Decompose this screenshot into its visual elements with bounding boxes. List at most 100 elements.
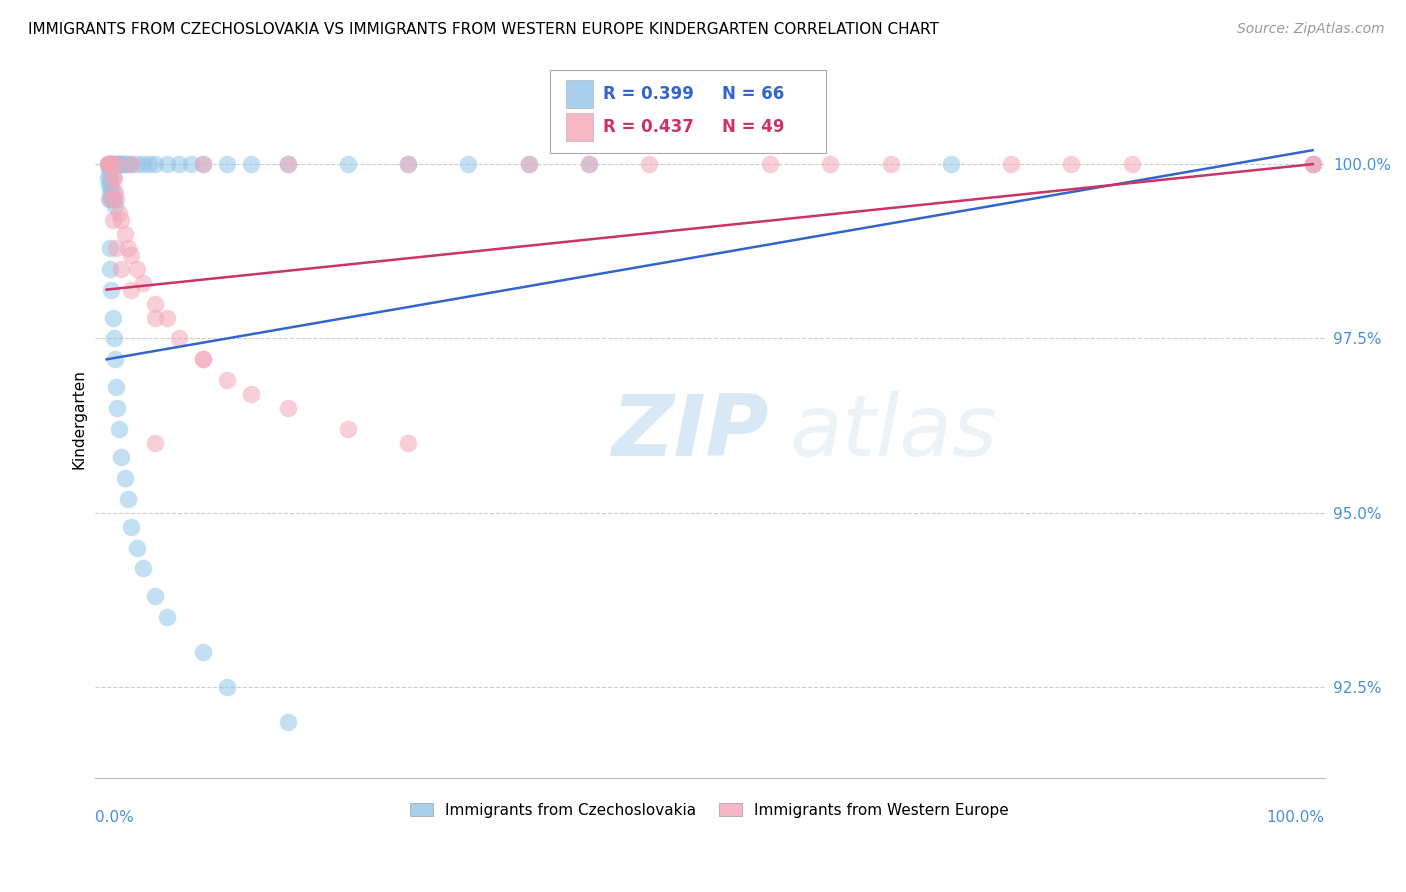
Point bbox=[107, 157, 129, 171]
Point bbox=[396, 157, 419, 171]
Point bbox=[1060, 157, 1083, 171]
Point bbox=[103, 331, 125, 345]
Point bbox=[98, 157, 121, 171]
Point bbox=[277, 714, 299, 729]
Point bbox=[98, 261, 121, 276]
Point bbox=[104, 157, 127, 171]
Point bbox=[336, 422, 359, 436]
Point bbox=[98, 157, 121, 171]
Point bbox=[167, 331, 190, 345]
Point bbox=[125, 157, 148, 171]
Point bbox=[191, 645, 214, 659]
Point bbox=[98, 164, 121, 178]
Point bbox=[132, 276, 155, 290]
Point bbox=[191, 352, 214, 367]
Text: Source: ZipAtlas.com: Source: ZipAtlas.com bbox=[1237, 22, 1385, 37]
Point bbox=[879, 157, 901, 171]
Point bbox=[108, 157, 131, 171]
Point bbox=[638, 157, 661, 171]
Point bbox=[1121, 157, 1143, 171]
Point bbox=[100, 157, 122, 171]
Point bbox=[240, 157, 263, 171]
Text: R = 0.437: R = 0.437 bbox=[603, 118, 693, 136]
Point bbox=[578, 157, 600, 171]
Point bbox=[104, 199, 127, 213]
Point bbox=[114, 157, 136, 171]
Point bbox=[98, 185, 121, 199]
Y-axis label: Kindergarten: Kindergarten bbox=[72, 368, 86, 468]
Point bbox=[114, 471, 136, 485]
Point bbox=[180, 157, 202, 171]
Point bbox=[191, 157, 214, 171]
Point bbox=[104, 185, 127, 199]
Point bbox=[105, 157, 128, 171]
Point bbox=[217, 157, 239, 171]
Text: atlas: atlas bbox=[790, 392, 998, 475]
Point bbox=[110, 213, 132, 227]
Point bbox=[103, 157, 125, 171]
Point bbox=[1302, 157, 1324, 171]
Point bbox=[97, 157, 120, 171]
Point bbox=[939, 157, 962, 171]
Point bbox=[98, 192, 121, 206]
Point bbox=[97, 157, 120, 171]
Point bbox=[517, 157, 540, 171]
Point bbox=[98, 241, 121, 255]
Text: ZIP: ZIP bbox=[612, 392, 769, 475]
Point bbox=[97, 171, 120, 186]
Point bbox=[105, 380, 128, 394]
Point bbox=[114, 227, 136, 241]
Point bbox=[156, 610, 179, 624]
Point bbox=[105, 241, 128, 255]
Point bbox=[1302, 157, 1324, 171]
Point bbox=[101, 185, 124, 199]
Point bbox=[120, 519, 142, 533]
Point bbox=[98, 157, 121, 171]
Text: 0.0%: 0.0% bbox=[94, 810, 134, 825]
Point bbox=[1302, 157, 1324, 171]
FancyBboxPatch shape bbox=[565, 113, 593, 141]
Point bbox=[143, 157, 166, 171]
Point bbox=[100, 283, 122, 297]
Point bbox=[759, 157, 782, 171]
Point bbox=[100, 192, 122, 206]
Point bbox=[100, 157, 122, 171]
Point bbox=[457, 157, 479, 171]
Point bbox=[107, 401, 129, 416]
Point bbox=[98, 171, 121, 186]
Text: N = 66: N = 66 bbox=[721, 85, 785, 103]
Text: R = 0.399: R = 0.399 bbox=[603, 85, 693, 103]
Point bbox=[1000, 157, 1022, 171]
Point bbox=[103, 192, 125, 206]
Point bbox=[143, 436, 166, 450]
Point bbox=[107, 422, 129, 436]
Point bbox=[107, 206, 129, 220]
Point bbox=[132, 157, 155, 171]
Point bbox=[125, 261, 148, 276]
Point bbox=[97, 157, 120, 171]
Point bbox=[98, 157, 121, 171]
Point bbox=[336, 157, 359, 171]
Point bbox=[125, 541, 148, 555]
Point bbox=[104, 352, 127, 367]
Point bbox=[101, 171, 124, 186]
Point bbox=[132, 561, 155, 575]
Point bbox=[217, 680, 239, 694]
Point bbox=[98, 157, 121, 171]
Point bbox=[107, 157, 129, 171]
Point bbox=[120, 248, 142, 262]
Point bbox=[101, 157, 124, 171]
Point bbox=[100, 178, 122, 192]
Point bbox=[277, 157, 299, 171]
Point bbox=[156, 157, 179, 171]
Point bbox=[156, 310, 179, 325]
Point bbox=[167, 157, 190, 171]
Point bbox=[143, 590, 166, 604]
Point bbox=[191, 157, 214, 171]
Point bbox=[110, 261, 132, 276]
Point bbox=[120, 157, 142, 171]
Point bbox=[143, 310, 166, 325]
Point bbox=[396, 157, 419, 171]
Point bbox=[105, 192, 128, 206]
Point bbox=[143, 296, 166, 310]
